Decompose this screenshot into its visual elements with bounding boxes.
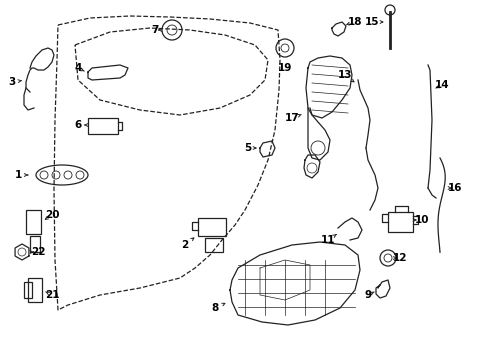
Text: 8: 8 [211,303,218,313]
Text: 11: 11 [320,235,335,245]
Text: 16: 16 [447,183,461,193]
Bar [198,218,225,236]
Bar [387,212,412,232]
Text: 15: 15 [364,17,379,27]
Text: 1: 1 [14,170,21,180]
Bar [26,210,41,234]
Text: 6: 6 [74,120,81,130]
Bar [88,118,118,134]
Bar [28,278,42,302]
Text: 5: 5 [244,143,251,153]
Bar [24,282,32,298]
Text: 14: 14 [434,80,448,90]
Text: 4: 4 [74,63,81,73]
Text: 3: 3 [8,77,16,87]
Bar [30,236,40,252]
Text: 20: 20 [45,210,59,220]
Bar [204,238,223,252]
Text: 10: 10 [414,215,428,225]
Text: 9: 9 [364,290,371,300]
Text: 18: 18 [347,17,362,27]
Text: 13: 13 [337,70,351,80]
Text: 12: 12 [392,253,407,263]
Text: 17: 17 [284,113,299,123]
Text: 22: 22 [31,247,45,257]
Text: 19: 19 [277,63,292,73]
Text: 21: 21 [45,290,59,300]
Text: 7: 7 [151,25,159,35]
Text: 2: 2 [181,240,188,250]
